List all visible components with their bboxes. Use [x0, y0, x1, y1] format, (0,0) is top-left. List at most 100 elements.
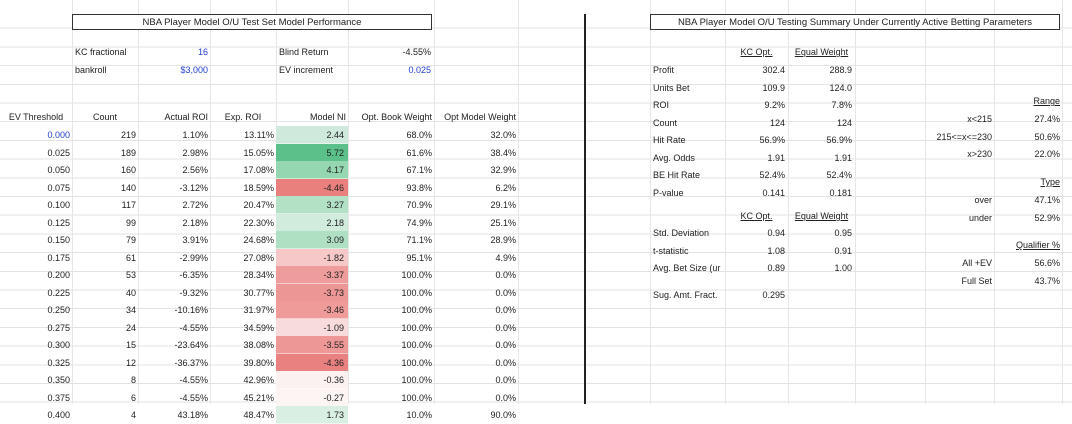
stats-kc-cell[interactable]: 0.94 [767, 228, 785, 238]
exp-roi-cell[interactable]: 39.80% [243, 357, 274, 368]
ev-threshold-cell[interactable]: 0.400 [47, 410, 70, 420]
exp-roi-cell[interactable]: 30.77% [243, 287, 274, 298]
stats-label-cell[interactable]: Avg. Bet Size (ur [653, 263, 721, 273]
summary-label-cell[interactable]: Count [653, 117, 678, 128]
model-ni-cell[interactable]: 3.27 [276, 196, 348, 214]
opt-book-weight-cell[interactable]: 70.9% [406, 200, 432, 210]
opt-book-weight-cell[interactable]: 100.0% [401, 305, 432, 315]
blind-return-label[interactable]: Blind Return [279, 47, 329, 57]
stats-kc-cell[interactable]: 0.89 [767, 263, 785, 273]
qualifier-value-cell[interactable]: 43.7% [1034, 275, 1060, 286]
summary-kc-cell[interactable]: 9.2% [764, 100, 785, 110]
ev-threshold-cell[interactable]: 0.050 [47, 165, 70, 175]
header-actual-roi[interactable]: Actual ROI [164, 112, 208, 122]
exp-roi-cell[interactable]: 45.21% [243, 392, 274, 403]
opt-model-weight-cell[interactable]: 0.0% [495, 287, 516, 298]
model-ni-cell[interactable]: -4.46 [276, 178, 348, 197]
sug-amt-fract-label[interactable]: Sug. Amt. Fract. [653, 290, 718, 300]
type-value-cell[interactable]: 47.1% [1034, 195, 1060, 205]
count-cell[interactable]: 189 [120, 147, 136, 158]
opt-book-weight-cell[interactable]: 67.1% [406, 165, 432, 175]
model-ni-cell[interactable]: -3.46 [276, 301, 348, 319]
left-panel-title[interactable]: NBA Player Model O/U Test Set Model Perf… [72, 14, 432, 30]
exp-roi-cell[interactable]: 13.11% [244, 130, 274, 140]
count-cell[interactable]: 12 [125, 357, 136, 368]
exp-roi-cell[interactable]: 28.34% [243, 270, 274, 280]
summary-eq-cell[interactable]: 124 [836, 117, 852, 128]
model-ni-cell[interactable]: 1.73 [276, 406, 348, 424]
header-opt-model-weight[interactable]: Opt Model Weight [444, 112, 516, 122]
actual-roi-cell[interactable]: -3.12% [179, 182, 208, 193]
opt-model-weight-cell[interactable]: 0.0% [495, 270, 516, 280]
model-ni-cell[interactable]: 2.44 [276, 126, 348, 144]
ev-threshold-cell[interactable]: 0.325 [47, 357, 70, 368]
actual-roi-cell[interactable]: -4.55% [179, 375, 208, 385]
model-ni-cell[interactable]: -3.73 [276, 283, 348, 302]
opt-book-weight-cell[interactable]: 10.0% [406, 410, 432, 420]
type-value-cell[interactable]: 52.9% [1034, 212, 1060, 223]
summary-kc-cell[interactable]: 56.9% [759, 135, 785, 145]
bankroll-label[interactable]: bankroll [75, 65, 107, 75]
bankroll-value[interactable]: $3,000 [180, 65, 208, 75]
ev-threshold-cell[interactable]: 0.175 [47, 252, 70, 263]
kc-fractional-label[interactable]: KC fractional [75, 47, 127, 57]
opt-book-weight-cell[interactable]: 100.0% [401, 392, 432, 403]
right-panel-title[interactable]: NBA Player Model O/U Testing Summary Und… [650, 14, 1060, 30]
ev-threshold-cell[interactable]: 0.000 [47, 130, 70, 140]
opt-book-weight-cell[interactable]: 100.0% [401, 322, 432, 333]
opt-book-weight-cell[interactable]: 100.0% [401, 357, 432, 368]
opt-book-weight-cell[interactable]: 61.6% [406, 147, 432, 158]
exp-roi-cell[interactable]: 48.47% [243, 410, 274, 420]
exp-roi-cell[interactable]: 18.59% [243, 182, 274, 193]
opt-book-weight-cell[interactable]: 95.1% [406, 252, 432, 263]
stats-header-kc-opt[interactable]: KC Opt. [740, 211, 773, 221]
ev-threshold-cell[interactable]: 0.150 [47, 235, 70, 245]
exp-roi-cell[interactable]: 20.47% [243, 200, 274, 210]
stats-eq-cell[interactable]: 1.00 [834, 263, 852, 273]
exp-roi-cell[interactable]: 17.08% [243, 165, 274, 175]
opt-book-weight-cell[interactable]: 100.0% [401, 287, 432, 298]
opt-model-weight-cell[interactable]: 6.2% [495, 182, 516, 193]
exp-roi-cell[interactable]: 38.08% [243, 340, 274, 350]
opt-model-weight-cell[interactable]: 29.1% [490, 200, 516, 210]
stats-label-cell[interactable]: t-statistic [653, 245, 689, 256]
type-label-cell[interactable]: under [968, 212, 992, 223]
opt-model-weight-cell[interactable]: 0.0% [495, 322, 516, 333]
opt-book-weight-cell[interactable]: 100.0% [401, 270, 432, 280]
summary-label-cell[interactable]: P-value [653, 187, 684, 198]
opt-model-weight-cell[interactable]: 0.0% [495, 305, 516, 315]
opt-model-weight-cell[interactable]: 32.9% [490, 165, 516, 175]
opt-model-weight-cell[interactable]: 28.9% [490, 235, 516, 245]
summary-label-cell[interactable]: Profit [653, 65, 675, 75]
count-cell[interactable]: 4 [130, 410, 136, 420]
actual-roi-cell[interactable]: 2.72% [182, 200, 208, 210]
actual-roi-cell[interactable]: -4.55% [179, 392, 208, 403]
summary-eq-cell[interactable]: 52.4% [826, 170, 852, 180]
type-header[interactable]: Type [1040, 177, 1060, 187]
model-ni-cell[interactable]: -3.55 [276, 336, 348, 354]
opt-model-weight-cell[interactable]: 0.0% [495, 357, 516, 368]
header-opt-book-weight[interactable]: Opt. Book Weight [361, 112, 432, 122]
ev-threshold-cell[interactable]: 0.275 [47, 322, 70, 333]
exp-roi-cell[interactable]: 42.96% [243, 375, 274, 385]
actual-roi-cell[interactable]: 43.18% [177, 410, 208, 420]
model-ni-cell[interactable]: 2.18 [276, 213, 348, 232]
summary-eq-cell[interactable]: 288.9 [829, 65, 852, 75]
ev-threshold-cell[interactable]: 0.375 [47, 392, 70, 403]
summary-kc-cell[interactable]: 52.4% [759, 170, 785, 180]
summary-eq-cell[interactable]: 124.0 [829, 82, 852, 93]
ev-threshold-cell[interactable]: 0.225 [47, 287, 70, 298]
opt-book-weight-cell[interactable]: 100.0% [401, 340, 432, 350]
model-ni-cell[interactable]: -4.36 [276, 353, 348, 372]
count-cell[interactable]: 117 [121, 200, 136, 210]
header-exp-roi[interactable]: Exp. ROI [224, 112, 262, 122]
range-header[interactable]: Range [1033, 96, 1060, 106]
opt-model-weight-cell[interactable]: 0.0% [495, 392, 516, 403]
actual-roi-cell[interactable]: 3.91% [182, 235, 208, 245]
model-ni-cell[interactable]: -1.82 [276, 248, 348, 267]
actual-roi-cell[interactable]: 2.56% [182, 165, 208, 175]
actual-roi-cell[interactable]: 2.98% [182, 147, 208, 158]
ev-threshold-cell[interactable]: 0.350 [47, 375, 70, 385]
opt-model-weight-cell[interactable]: 0.0% [495, 340, 516, 350]
count-cell[interactable]: 219 [120, 130, 136, 140]
